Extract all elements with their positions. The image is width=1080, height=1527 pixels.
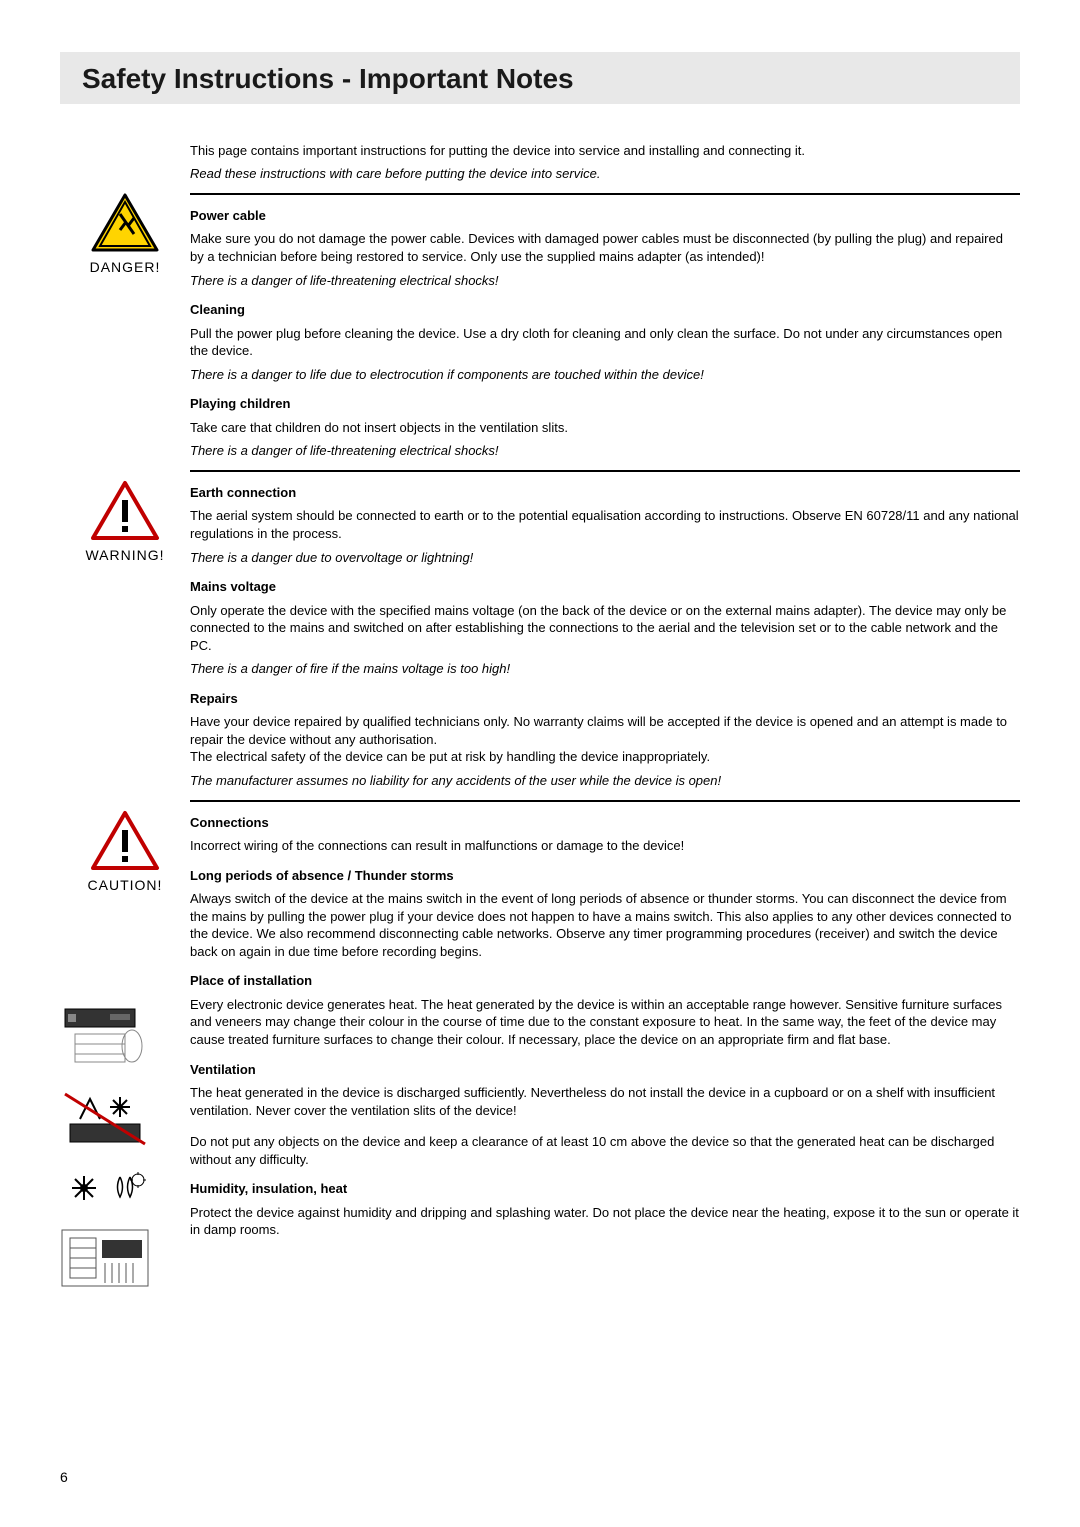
warning-label: WARNING! (60, 546, 190, 565)
power-cable-warn: There is a danger of life-threatening el… (190, 272, 1020, 290)
earth-warn: There is a danger due to overvoltage or … (190, 549, 1020, 567)
icon-column-1: DANGER! (60, 142, 190, 480)
absence-title: Long periods of absence / Thunder storms (190, 867, 1020, 885)
cleaning-body: Pull the power plug before cleaning the … (190, 325, 1020, 360)
place-title: Place of installation (190, 972, 1020, 990)
text-column-1: This page contains important instruction… (190, 142, 1020, 480)
ventilation-illustration-1-icon (60, 1089, 190, 1154)
mains-title: Mains voltage (190, 578, 1020, 596)
text-column-3: Connections Incorrect wiring of the conn… (190, 810, 1020, 1303)
divider (190, 193, 1020, 195)
installation-illustration-icon (60, 1004, 190, 1079)
ventilation-body2: Do not put any objects on the device and… (190, 1133, 1020, 1168)
content-row-2: WARNING! Earth connection The aerial sys… (60, 480, 1020, 810)
ventilation-illustration-2-icon (60, 1164, 190, 1219)
caution-label: CAUTION! (60, 876, 190, 895)
danger-icon-block: DANGER! (60, 192, 190, 277)
humidity-illustration-icon (60, 1228, 190, 1293)
repairs-title: Repairs (190, 690, 1020, 708)
text-column-2: Earth connection The aerial system shoul… (190, 480, 1020, 810)
humidity-body: Protect the device against humidity and … (190, 1204, 1020, 1239)
absence-body: Always switch of the device at the mains… (190, 890, 1020, 960)
divider (190, 800, 1020, 802)
connections-title: Connections (190, 814, 1020, 832)
power-cable-title: Power cable (190, 207, 1020, 225)
humidity-title: Humidity, insulation, heat (190, 1180, 1020, 1198)
repairs-warn: The manufacturer assumes no liability fo… (190, 772, 1020, 790)
children-warn: There is a danger of life-threatening el… (190, 442, 1020, 460)
intro-text: This page contains important instruction… (190, 142, 1020, 160)
page: Safety Instructions - Important Notes DA… (0, 0, 1080, 1527)
cleaning-title: Cleaning (190, 301, 1020, 319)
ventilation-title: Ventilation (190, 1061, 1020, 1079)
place-body: Every electronic device generates heat. … (190, 996, 1020, 1049)
connections-body: Incorrect wiring of the connections can … (190, 837, 1020, 855)
title-bar: Safety Instructions - Important Notes (60, 52, 1020, 104)
earth-body: The aerial system should be connected to… (190, 507, 1020, 542)
divider (190, 470, 1020, 472)
warning-triangle-icon (90, 480, 160, 542)
mains-body: Only operate the device with the specifi… (190, 602, 1020, 655)
power-cable-body: Make sure you do not damage the power ca… (190, 230, 1020, 265)
caution-triangle-icon (90, 810, 160, 872)
icon-column-2: WARNING! (60, 480, 190, 810)
content-row-1: DANGER! This page contains important ins… (60, 142, 1020, 480)
mains-warn: There is a danger of fire if the mains v… (190, 660, 1020, 678)
ventilation-body: The heat generated in the device is disc… (190, 1084, 1020, 1119)
content-row-3: CAUTION! (60, 810, 1020, 1303)
icon-column-3: CAUTION! (60, 810, 190, 1303)
warning-icon-block: WARNING! (60, 480, 190, 565)
caution-icon-block: CAUTION! (60, 810, 190, 895)
intro-italic: Read these instructions with care before… (190, 165, 1020, 183)
cleaning-warn: There is a danger to life due to electro… (190, 366, 1020, 384)
repairs-body: Have your device repaired by qualified t… (190, 713, 1020, 766)
danger-triangle-icon (90, 192, 160, 254)
page-title: Safety Instructions - Important Notes (60, 60, 1020, 98)
children-body: Take care that children do not insert ob… (190, 419, 1020, 437)
page-number: 6 (60, 1468, 68, 1487)
danger-label: DANGER! (60, 258, 190, 277)
children-title: Playing children (190, 395, 1020, 413)
earth-title: Earth connection (190, 484, 1020, 502)
